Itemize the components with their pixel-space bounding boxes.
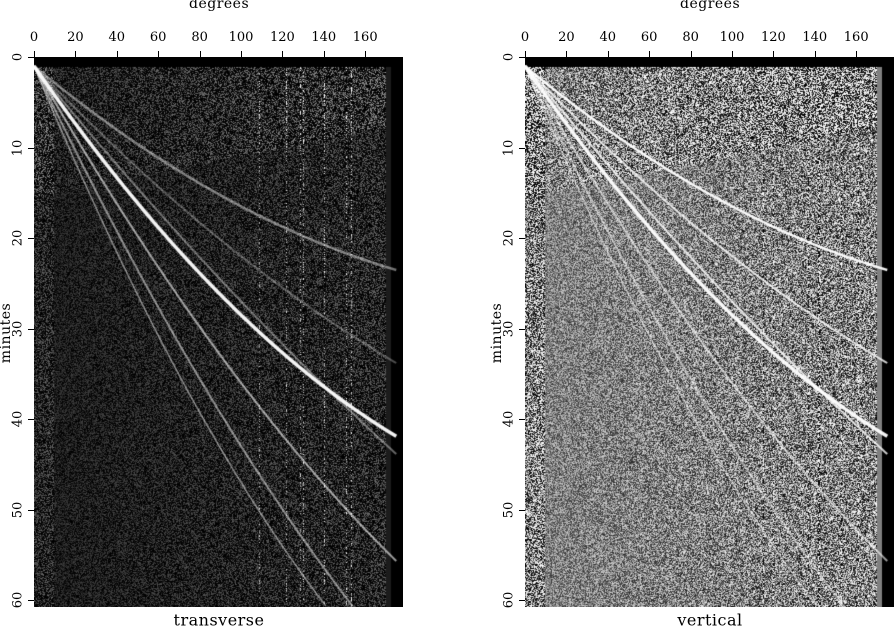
- x-tick-mark: [566, 51, 568, 57]
- y-tick-label: 30: [501, 320, 517, 337]
- y-tick-label: 50: [10, 501, 26, 518]
- x-tick-label: 160: [352, 30, 378, 45]
- x-tick-mark: [814, 51, 816, 57]
- x-tick-mark: [773, 51, 775, 57]
- x-tick-label: 80: [682, 30, 699, 45]
- x-tick-mark: [199, 51, 201, 57]
- x-tick-label: 100: [228, 30, 254, 45]
- x-tick-label: 20: [558, 30, 575, 45]
- x-tick-mark: [116, 51, 118, 57]
- x-tick-mark: [34, 51, 35, 57]
- x-tick-mark: [365, 51, 367, 57]
- x-tick-mark: [525, 51, 526, 57]
- panel-title: vertical: [677, 610, 743, 630]
- x-axis-label: degrees: [680, 0, 741, 12]
- y-tick-mark: [519, 328, 525, 330]
- y-tick-mark: [28, 509, 34, 511]
- x-axis-label: degrees: [189, 0, 250, 12]
- y-tick-mark: [519, 147, 525, 149]
- x-tick-label: 0: [520, 30, 530, 45]
- x-tick-label: 80: [191, 30, 208, 45]
- y-tick-mark: [28, 238, 34, 239]
- y-tick-mark: [519, 57, 525, 58]
- x-tick-mark: [75, 51, 77, 57]
- x-tick-label: 120: [760, 30, 786, 45]
- x-tick-label: 140: [802, 30, 828, 45]
- x-tick-label: 40: [599, 30, 617, 45]
- y-tick-mark: [519, 600, 525, 601]
- y-tick-mark: [28, 147, 34, 149]
- y-tick-label: 20: [501, 229, 517, 247]
- y-tick-label: 0: [501, 52, 517, 62]
- y-tick-mark: [28, 57, 34, 58]
- x-tick-mark: [856, 51, 858, 57]
- x-tick-label: 20: [67, 30, 84, 45]
- x-tick-label: 160: [843, 30, 869, 45]
- x-tick-mark: [323, 51, 325, 57]
- y-tick-mark: [28, 328, 34, 330]
- x-tick-mark: [649, 51, 651, 57]
- y-tick-mark: [519, 419, 525, 420]
- y-tick-label: 40: [501, 410, 517, 428]
- x-tick-label: 100: [719, 30, 745, 45]
- x-tick-mark: [241, 51, 242, 57]
- panel-title: transverse: [173, 610, 265, 630]
- y-tick-mark: [28, 419, 34, 420]
- y-tick-label: 60: [10, 591, 26, 609]
- x-tick-mark: [732, 51, 733, 57]
- x-tick-label: 40: [108, 30, 126, 45]
- y-tick-label: 10: [501, 139, 517, 156]
- y-tick-label: 60: [501, 591, 517, 609]
- x-tick-label: 140: [311, 30, 337, 45]
- y-tick-label: 10: [10, 139, 26, 156]
- x-tick-mark: [690, 51, 692, 57]
- seismogram-image: [525, 57, 894, 607]
- x-tick-mark: [158, 51, 160, 57]
- y-tick-mark: [519, 509, 525, 511]
- y-tick-label: 50: [501, 501, 517, 518]
- x-tick-label: 120: [269, 30, 295, 45]
- x-tick-mark: [607, 51, 609, 57]
- y-tick-label: 20: [10, 229, 26, 247]
- y-tick-label: 40: [10, 410, 26, 428]
- y-tick-mark: [28, 600, 34, 601]
- y-tick-label: 30: [10, 320, 26, 337]
- x-tick-label: 60: [149, 30, 167, 45]
- x-tick-label: 0: [29, 30, 39, 45]
- x-tick-label: 60: [640, 30, 658, 45]
- y-tick-label: 0: [10, 52, 26, 62]
- seismogram-image: [34, 57, 403, 607]
- x-tick-mark: [282, 51, 284, 57]
- y-tick-mark: [519, 238, 525, 239]
